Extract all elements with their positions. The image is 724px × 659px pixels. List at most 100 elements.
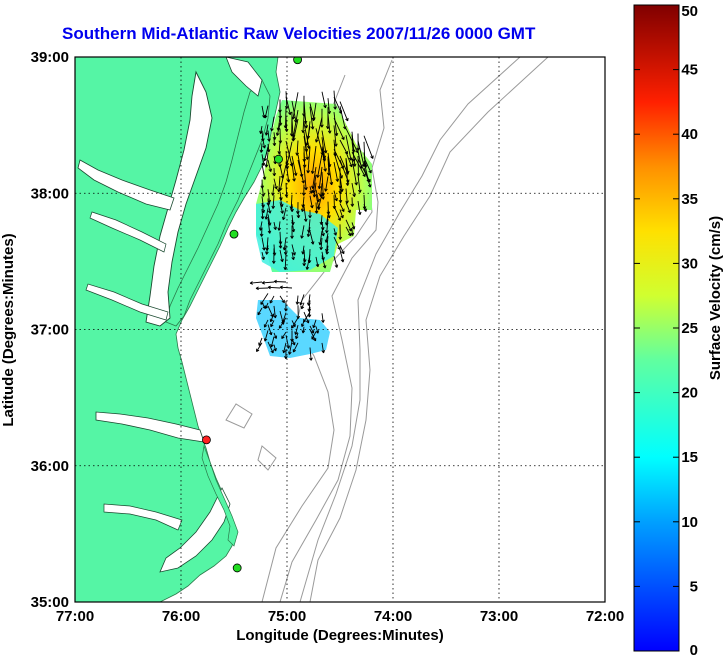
velocity-arrow [290, 204, 294, 212]
x-tick-label: 77:00 [56, 608, 94, 625]
velocity-arrow [315, 256, 320, 268]
colorbar [633, 4, 680, 652]
chesapeake-bay [145, 70, 213, 327]
colorbar-tick-label: 20 [681, 385, 698, 402]
velocity-arrow [273, 305, 277, 319]
velocity-arrow [308, 210, 312, 219]
velocity-arrow [345, 135, 353, 161]
rappahannock-river [89, 211, 167, 253]
velocity-arrow [321, 130, 328, 154]
radar-stations [202, 57, 302, 573]
velocity-arrow [309, 231, 315, 245]
colorbar-tick-label: 15 [681, 449, 698, 466]
velocity-arrow [301, 326, 306, 334]
velocity-arrow [303, 107, 309, 129]
velocity-arrow [279, 202, 284, 214]
velocity-arrow [285, 96, 292, 116]
colorbar-tick-label: 0 [690, 642, 698, 659]
velocity-arrow [350, 197, 355, 207]
velocity-arrow [295, 295, 300, 305]
y-tick-label: 38:00 [31, 185, 69, 202]
velocity-arrow [273, 279, 287, 284]
velocity-arrow [278, 164, 287, 191]
velocity-arrow [338, 224, 343, 240]
velocity-arrow [263, 105, 269, 119]
velocity-arrow [277, 221, 282, 231]
velocity-arrow [278, 317, 287, 329]
y-tick-label: 39:00 [31, 49, 69, 66]
velocity-arrow [259, 227, 264, 237]
velocity-arrow [312, 182, 317, 198]
velocity-arrow [273, 344, 277, 352]
colorbar-tick-label: 10 [681, 514, 698, 531]
velocity-arrow [291, 244, 296, 256]
velocity-arrow [300, 302, 305, 310]
velocity-arrow [305, 126, 311, 146]
pamlico-sound [159, 487, 231, 573]
velocity-arrow [303, 136, 309, 160]
velocity-arrow [317, 193, 323, 210]
velocity-arrow [309, 106, 315, 130]
delmarva-peninsula [165, 79, 271, 327]
colorbar-tick-label: 40 [681, 126, 698, 143]
velocity-arrow [257, 307, 263, 316]
velocity-arrow [309, 347, 313, 361]
velocity-arrow [291, 162, 296, 182]
velocity-arrow [321, 91, 327, 109]
velocity-arrow [267, 341, 274, 354]
x-tick-label: 75:00 [268, 608, 306, 625]
velocity-arrow [305, 254, 311, 270]
y-tick-label: 36:00 [31, 458, 69, 475]
velocity-arrow [319, 238, 323, 251]
station-marker [232, 563, 242, 573]
velocity-arrow [261, 251, 265, 261]
velocity-arrow [299, 294, 305, 306]
velocity-vectors [249, 90, 374, 361]
velocity-arrow [264, 152, 269, 168]
potomac-river [77, 159, 175, 211]
velocity-arrow [279, 295, 285, 304]
albemarle-sound [95, 411, 205, 443]
velocity-arrow [303, 311, 311, 323]
velocity-arrow [314, 202, 319, 214]
velocity-arrow [338, 189, 343, 203]
y-tick-label: 35:00 [31, 594, 69, 611]
velocity-arrow [272, 168, 277, 177]
pamlico-river [103, 503, 183, 531]
velocity-arrow [277, 141, 282, 155]
velocity-arrow [350, 228, 355, 236]
velocity-arrow [271, 248, 276, 264]
velocity-arrow [315, 326, 320, 334]
velocity-coverage-mid [256, 200, 338, 272]
velocity-arrow [278, 239, 283, 249]
velocity-arrow [339, 101, 349, 122]
velocity-arrow [261, 135, 266, 149]
velocity-arrow [264, 208, 269, 220]
velocity-arrow [321, 255, 327, 269]
velocity-arrow [283, 254, 288, 271]
velocity-coverage-south [256, 300, 330, 358]
velocity-arrow [263, 330, 269, 342]
velocity-arrow [302, 258, 306, 267]
velocity-arrow [260, 293, 269, 305]
velocity-arrow [311, 331, 317, 340]
velocity-arrow [279, 249, 284, 263]
velocity-arrow [270, 336, 275, 348]
colorbar-tick-label: 30 [681, 255, 698, 272]
velocity-arrow [312, 319, 317, 329]
x-tick-label: 74:00 [374, 608, 412, 625]
station-marker [202, 435, 211, 445]
velocity-arrow [261, 237, 266, 251]
velocity-arrow [292, 118, 299, 141]
velocity-arrow [295, 140, 300, 156]
velocity-arrow [311, 102, 317, 122]
velocity-arrow [267, 218, 272, 234]
velocity-arrow [292, 342, 299, 353]
velocity-arrow [300, 225, 305, 239]
y-tick-label: 37:00 [31, 322, 69, 339]
velocity-arrow [288, 341, 293, 355]
velocity-arrow [333, 117, 345, 141]
velocity-arrow [295, 332, 299, 340]
